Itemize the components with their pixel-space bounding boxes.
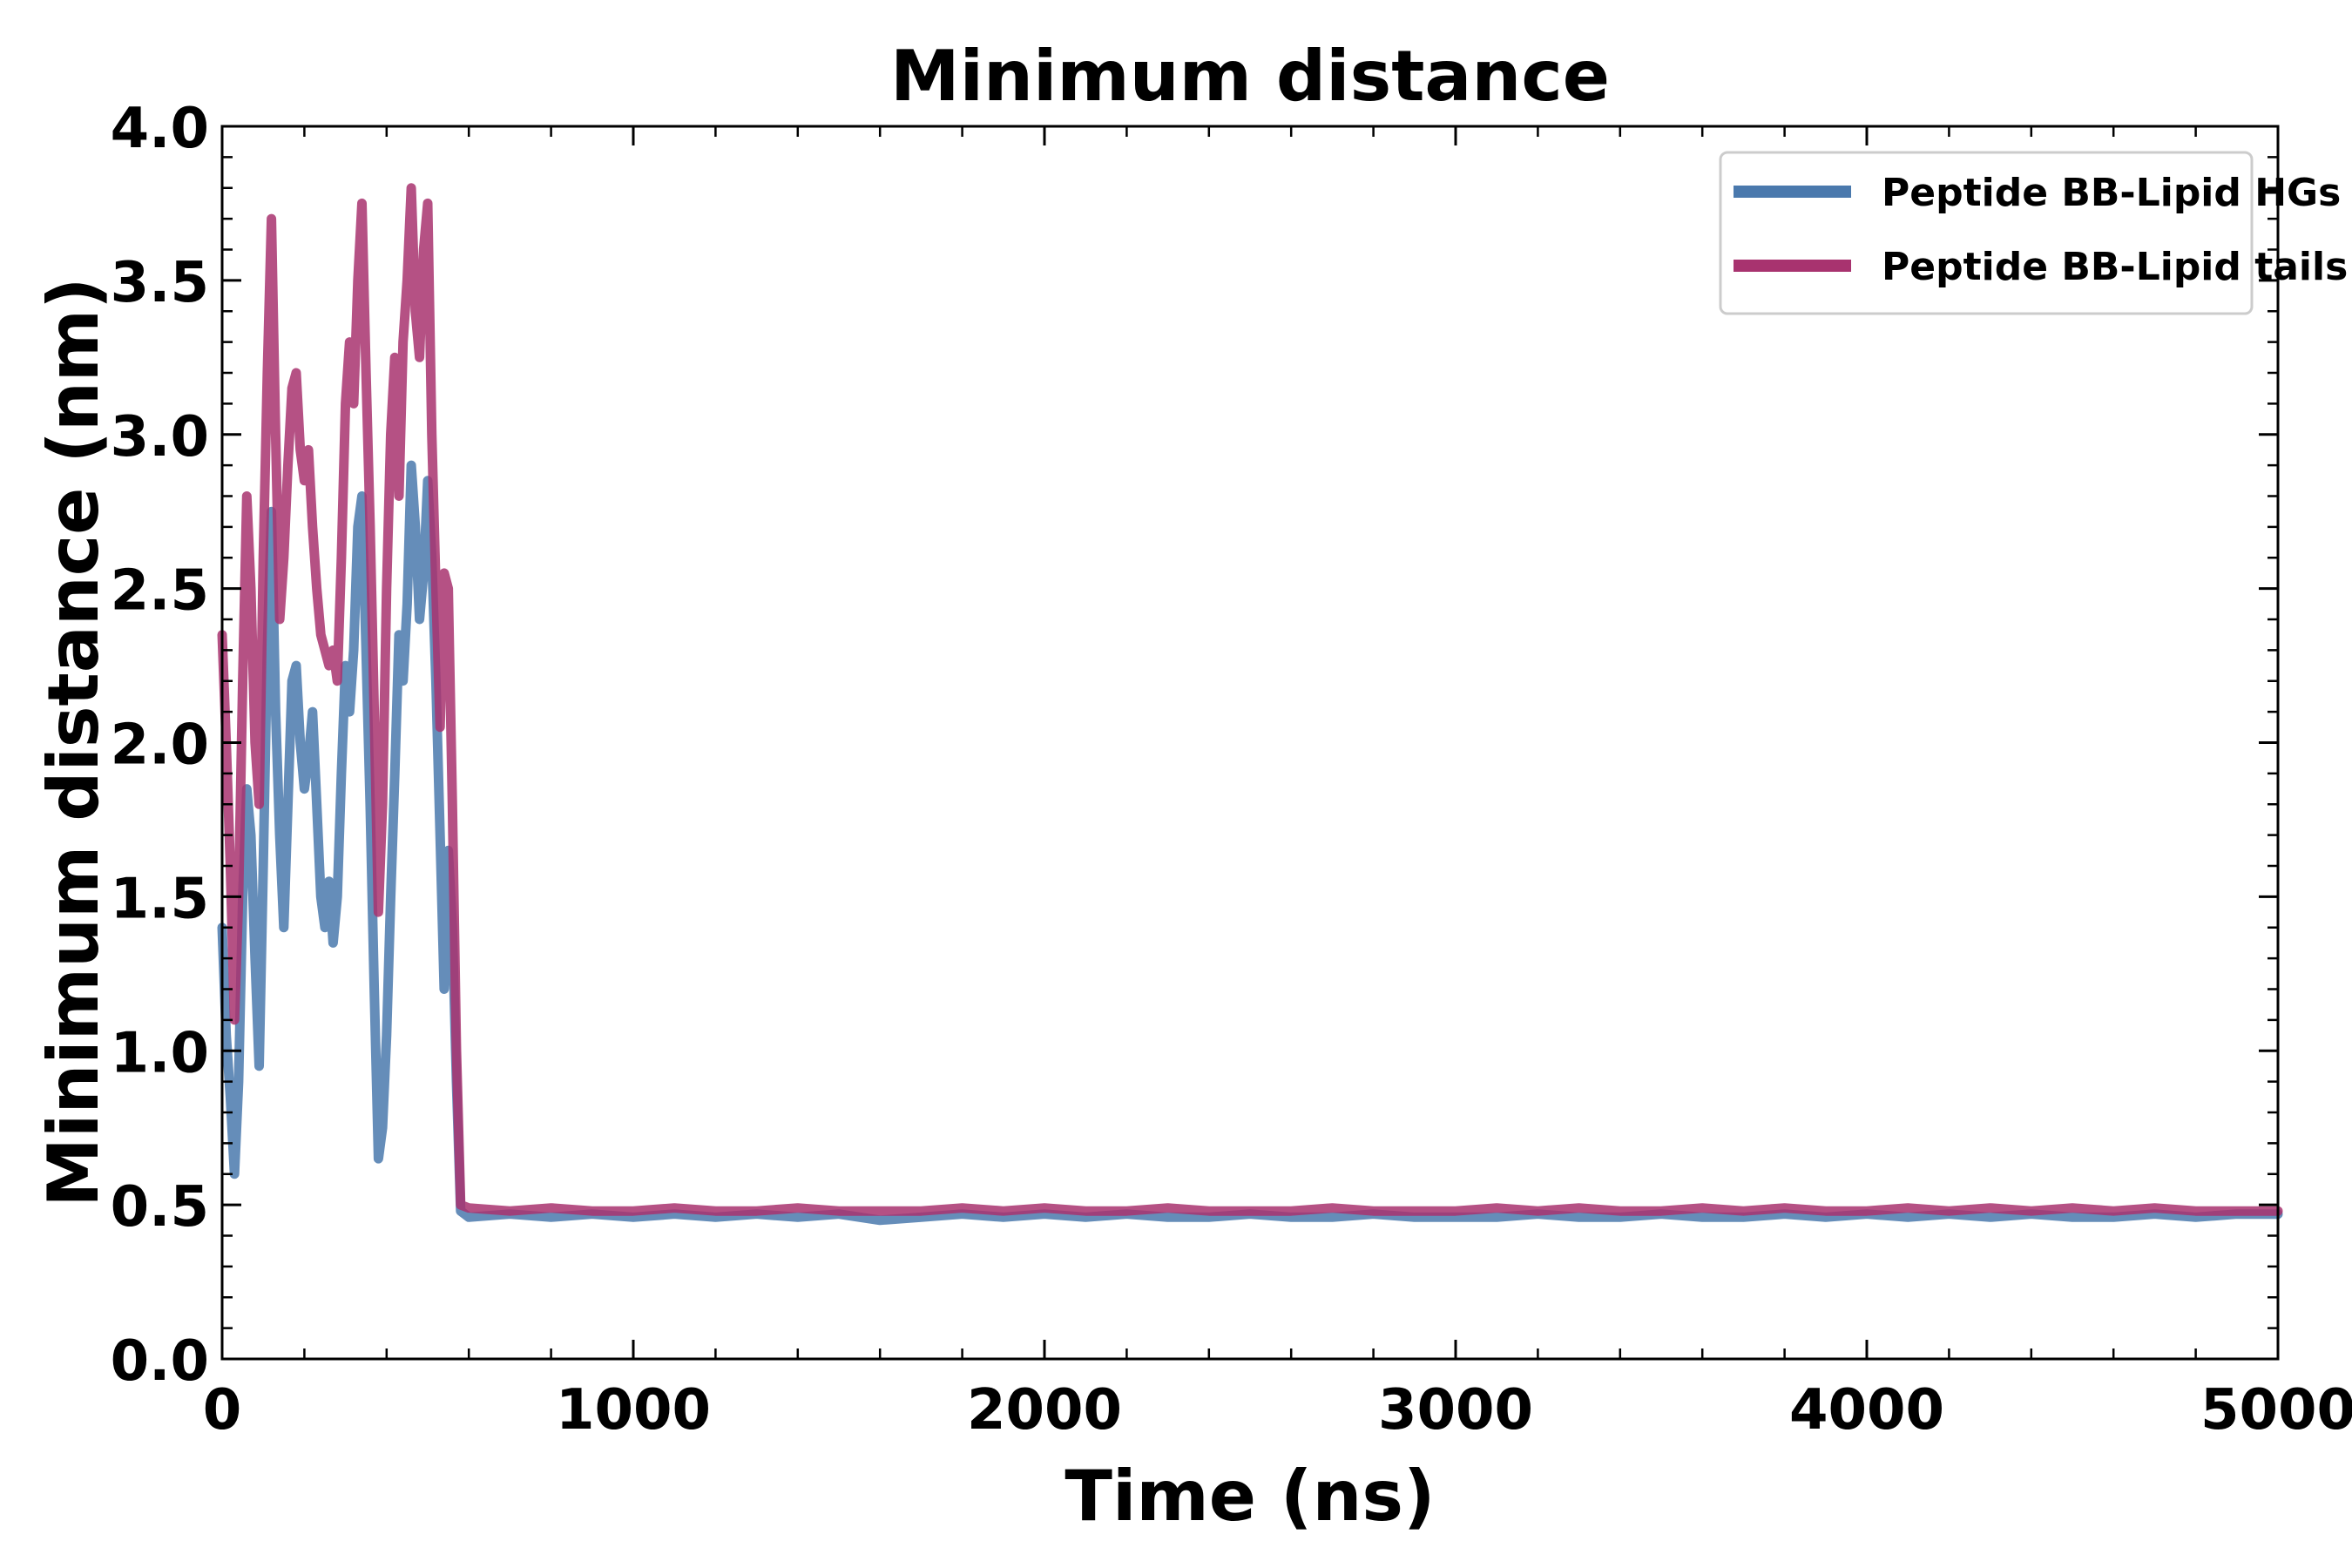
x-tick-label: 3000 <box>1378 1378 1533 1443</box>
series-line-lipid-tails <box>217 183 2283 1216</box>
y-tick-label: 1.0 <box>111 1021 209 1085</box>
chart-title: Minimum distance <box>890 36 1610 117</box>
x-tick-label: 2000 <box>967 1378 1122 1443</box>
y-tick-label: 3.0 <box>111 405 209 470</box>
x-tick-label: 1000 <box>556 1378 711 1443</box>
plot-frame <box>220 125 2280 1361</box>
legend: Peptide BB-Lipid HGs Peptide BB-Lipid ta… <box>1719 151 2348 315</box>
x-tick-label: 5000 <box>2200 1378 2352 1443</box>
ticks-layer: 0 1000 2000 3000 4000 5000 0.0 0.5 1.0 1.5 2.0 2.5 3… <box>111 97 2352 1443</box>
y-tick-label: 2.5 <box>111 559 209 624</box>
x-axis-label: Time (ns) <box>1064 1456 1435 1537</box>
legend-box <box>1719 151 2254 315</box>
legend-label-tails: Peptide BB-Lipid tails <box>1882 245 2348 289</box>
y-axis-label: Minimum distance (nm) <box>33 277 114 1206</box>
y-tick-label: 1.5 <box>111 867 209 931</box>
x-tick-label: 4000 <box>1789 1378 1944 1443</box>
x-tick-label: 0 <box>203 1378 242 1443</box>
legend-label-hgs: Peptide BB-Lipid HGs <box>1882 171 2341 215</box>
y-tick-label: 3.5 <box>111 251 209 315</box>
y-tick-label: 0.0 <box>111 1329 209 1394</box>
y-tick-label: 0.5 <box>111 1175 209 1240</box>
y-tick-label: 4.0 <box>111 97 209 161</box>
series-layer <box>217 183 2283 1226</box>
y-tick-label: 2.0 <box>111 713 209 778</box>
